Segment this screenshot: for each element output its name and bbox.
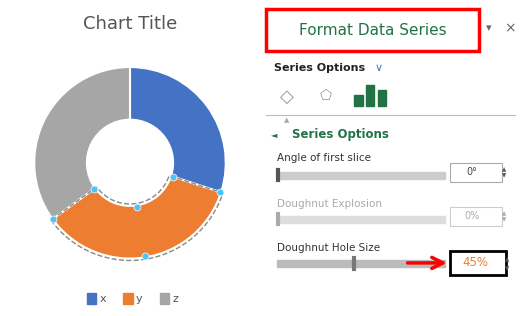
Text: ▼: ▼ [502,173,506,178]
Text: ▲: ▲ [284,117,290,123]
FancyBboxPatch shape [266,9,478,51]
Text: Doughnut Hole Size: Doughnut Hole Size [277,243,380,253]
Text: x: x [99,294,106,304]
Text: ◄: ◄ [271,130,278,139]
Text: ▲: ▲ [505,257,509,262]
Bar [277,216,445,223]
FancyBboxPatch shape [450,163,502,182]
Bar [160,294,170,304]
FancyBboxPatch shape [450,207,502,226]
Bar [354,95,363,106]
Text: ∨: ∨ [375,63,383,73]
FancyBboxPatch shape [450,251,506,275]
Text: Doughnut Explosion: Doughnut Explosion [277,199,382,209]
Bar [87,294,97,304]
Text: 0°: 0° [466,167,477,177]
Text: Series Options: Series Options [274,63,365,73]
Bar [378,90,386,106]
Text: ▲: ▲ [502,167,506,172]
Text: Format Data Series: Format Data Series [298,22,446,38]
Text: ◇: ◇ [280,88,294,105]
Text: ×: × [504,21,515,35]
Text: Angle of first slice: Angle of first slice [277,153,371,163]
Bar [123,294,133,304]
Text: z: z [172,294,178,304]
Text: ▾: ▾ [486,23,492,33]
Bar [277,260,445,267]
Text: Chart Title: Chart Title [83,15,177,33]
Text: Series Options: Series Options [292,128,389,141]
Wedge shape [53,176,221,258]
Text: 0%: 0% [464,211,480,222]
Bar [277,172,445,179]
Text: ⬠: ⬠ [320,89,332,103]
Wedge shape [130,67,226,192]
Text: ▼: ▼ [502,217,506,222]
Text: 45%: 45% [462,256,488,270]
Text: ▼: ▼ [505,266,509,271]
Text: ▲: ▲ [502,211,506,216]
Text: y: y [136,294,142,304]
Bar [366,85,374,106]
Wedge shape [34,67,130,219]
